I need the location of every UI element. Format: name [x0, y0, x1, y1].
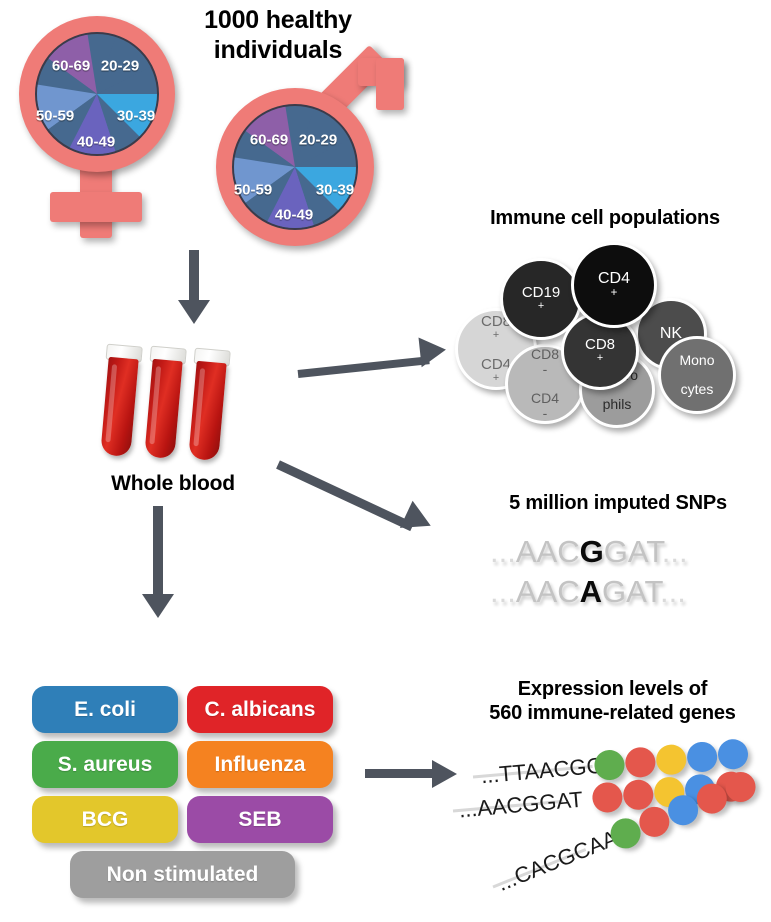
- rna-bead: [591, 781, 624, 814]
- male-age-pie: [232, 104, 358, 230]
- male-age-label-50-59: 50-59: [233, 181, 273, 199]
- stimulus-label: SEB: [238, 807, 282, 831]
- male-symbol-arrowhead-vertical: [376, 58, 404, 110]
- snps-title: 5 million imputed SNPs: [509, 492, 727, 514]
- cell-label-neutro-2: phils: [602, 396, 632, 413]
- cell-label-nk: NK: [659, 324, 683, 342]
- male-age-label-20-29: 20-29: [298, 131, 338, 149]
- male-age-label-40-49: 40-49: [274, 206, 314, 224]
- cell-label-cd8-dp-2: CD4: [480, 355, 511, 373]
- expression-title-line2: 560 immune-related genes: [489, 701, 736, 724]
- snp-variant-2: A: [579, 574, 602, 609]
- snp-right-1: GAT: [603, 534, 662, 569]
- stimulus-seb[interactable]: SEB: [187, 796, 333, 843]
- stimulus-label: E. coli: [74, 697, 136, 721]
- immune-cell-cluster: CD19 + CD4 + CD8 + CD4 + CD8 + NK CD8- CD4-: [455, 240, 760, 428]
- stimulus-label: S. aureus: [57, 752, 153, 776]
- stimulus-c-albicans[interactable]: C. albicans: [187, 686, 333, 733]
- female-age-label-60-69: 60-69: [51, 57, 91, 75]
- female-age-pie: [35, 32, 159, 156]
- snp-left-2: AAC: [515, 574, 580, 609]
- male-age-label-60-69: 60-69: [249, 131, 289, 149]
- cell-sup-cd8: +: [596, 352, 604, 365]
- stimulus-label: BCG: [81, 807, 129, 831]
- snp-prefix-1: ...: [490, 534, 516, 569]
- stimulus-label: Non stimulated: [106, 862, 259, 886]
- cell-sup-dp-1: +: [492, 328, 500, 341]
- expression-title-line1: Expression levels of: [517, 678, 708, 700]
- cell-label-cd4: CD4: [597, 269, 630, 287]
- cell-label-cd8: CD8: [584, 336, 615, 354]
- female-symbol: 20-29 30-39 40-49 50-59 60-69: [8, 10, 198, 240]
- stimulus-bcg[interactable]: BCG: [32, 796, 178, 843]
- cohort-heading: 1000 healthy individuals: [178, 6, 378, 65]
- cell-sup-dn-2: -: [542, 405, 548, 422]
- stimulus-e-coli[interactable]: E. coli: [32, 686, 178, 733]
- female-age-label-20-29: 20-29: [100, 57, 140, 75]
- rna-sequence: ...CACGCAA: [493, 825, 621, 896]
- stimuli-grid: E. coli C. albicans S. aureus Influenza …: [32, 686, 333, 898]
- snp-left-1: AAC: [515, 534, 580, 569]
- cell-label-dn-1: CD8: [530, 346, 559, 363]
- snp-suffix-2: ...: [659, 574, 686, 609]
- cell-sup-cd4: +: [610, 287, 618, 300]
- stimulus-influenza[interactable]: Influenza: [187, 741, 333, 788]
- rna-strands-group: ...TTAACGG ...AACGGAT ...CACGCAA: [452, 738, 771, 915]
- stimulus-label: C. albicans: [204, 697, 316, 721]
- cell-label-mono-2: cytes: [680, 381, 714, 398]
- stimulus-s-aureus[interactable]: S. aureus: [32, 741, 178, 788]
- female-symbol-crossbar: [50, 192, 142, 222]
- male-age-label-30-39: 30-39: [315, 181, 355, 199]
- rna-bead: [685, 740, 719, 774]
- immune-title: Immune cell populations: [490, 207, 720, 229]
- cell-sup-dn-1: -: [542, 360, 548, 377]
- blood-tube: [181, 347, 235, 462]
- male-symbol: 20-29 30-39 40-49 50-59 60-69: [198, 44, 418, 250]
- snp-right-2: GAT: [601, 574, 660, 609]
- female-age-label-50-59: 50-59: [35, 107, 75, 125]
- cell-cd4-positive: CD4 +: [571, 242, 657, 328]
- cell-sup-cd19: +: [537, 300, 545, 313]
- rna-bead: [624, 746, 657, 779]
- blood-tubes-group: [98, 343, 248, 462]
- snp-prefix-2: ...: [490, 574, 516, 609]
- cohort-heading-line2: individuals: [213, 35, 343, 64]
- snp-suffix-1: ...: [661, 534, 688, 569]
- stimulus-label: Influenza: [214, 752, 306, 776]
- cohort-heading-line1: 1000 healthy: [204, 6, 352, 34]
- snp-sequence-row: ...AACGGAT...: [490, 534, 688, 570]
- whole-blood-label: Whole blood: [111, 472, 235, 495]
- snp-variant-1: G: [579, 534, 604, 569]
- cell-monocytes: Mono cytes: [658, 336, 736, 414]
- stimulus-non-stimulated[interactable]: Non stimulated: [70, 851, 295, 898]
- cell-sup-dp-2: +: [492, 371, 500, 384]
- rna-bead: [716, 738, 750, 771]
- expression-title: Expression levels of 560 immune-related …: [460, 678, 765, 725]
- female-age-label-40-49: 40-49: [76, 133, 116, 151]
- cell-label-mono-1: Mono: [679, 351, 715, 368]
- rna-bead: [654, 743, 688, 776]
- rna-sequence: ...AACGGAT: [457, 786, 584, 823]
- cell-label-dn-2: CD4: [530, 390, 559, 407]
- female-age-label-30-39: 30-39: [116, 107, 156, 125]
- cell-label-cd8-dp-1: CD8: [480, 313, 511, 331]
- snp-sequence-row: ...AACAGAT...: [490, 574, 686, 610]
- cell-label-cd19: CD19: [521, 284, 561, 302]
